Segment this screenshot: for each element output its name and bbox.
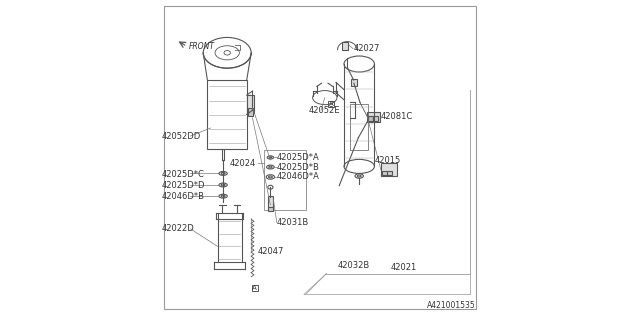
Text: A: A bbox=[328, 101, 333, 107]
Text: 42027: 42027 bbox=[354, 44, 380, 53]
Text: 42024: 42024 bbox=[230, 159, 256, 168]
Bar bbox=[373, 116, 378, 121]
Bar bbox=[247, 95, 253, 113]
Text: 42052E: 42052E bbox=[309, 106, 340, 115]
Bar bbox=[252, 285, 257, 291]
Bar bbox=[207, 80, 247, 149]
Bar bbox=[342, 42, 348, 50]
Bar bbox=[367, 112, 380, 122]
Bar bbox=[268, 196, 273, 208]
Bar bbox=[268, 207, 273, 211]
Bar bbox=[387, 171, 392, 175]
Bar bbox=[351, 79, 357, 86]
Text: 42052DD: 42052DD bbox=[161, 132, 201, 140]
Text: 42031B: 42031B bbox=[277, 218, 309, 227]
Text: 42025D*C: 42025D*C bbox=[161, 170, 204, 179]
Text: A421001535: A421001535 bbox=[426, 301, 475, 310]
Text: 42015: 42015 bbox=[375, 156, 401, 164]
Text: 42047: 42047 bbox=[258, 247, 284, 256]
Text: A: A bbox=[252, 285, 257, 291]
Text: 42025D*A: 42025D*A bbox=[277, 153, 319, 162]
Bar bbox=[264, 150, 306, 210]
Bar bbox=[328, 101, 334, 107]
Text: FRONT: FRONT bbox=[189, 42, 215, 51]
Text: 42046D*B: 42046D*B bbox=[161, 192, 205, 201]
Bar bbox=[381, 163, 397, 176]
Bar bbox=[248, 108, 253, 116]
Bar bbox=[381, 171, 387, 175]
Bar bbox=[369, 116, 373, 121]
Text: 42021: 42021 bbox=[390, 263, 417, 272]
Bar bbox=[351, 104, 368, 150]
Text: 42081C: 42081C bbox=[381, 112, 413, 121]
Text: 42022D: 42022D bbox=[161, 224, 195, 233]
Text: 42025D*B: 42025D*B bbox=[277, 163, 319, 172]
Text: 42025D*D: 42025D*D bbox=[161, 181, 205, 190]
Text: 42032B: 42032B bbox=[338, 261, 370, 270]
Text: 42046D*A: 42046D*A bbox=[277, 172, 319, 181]
